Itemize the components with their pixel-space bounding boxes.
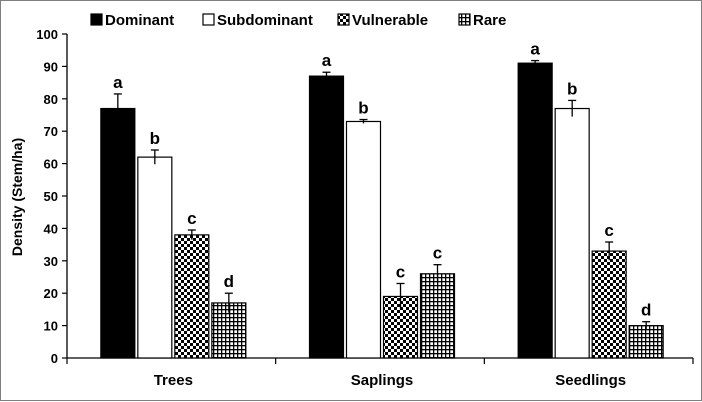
significance-label: b xyxy=(567,79,577,98)
significance-label: b xyxy=(150,129,160,148)
y-tick-label: 70 xyxy=(44,124,58,139)
bar-dominant-seedlings xyxy=(517,62,553,359)
x-category-label: Seedlings xyxy=(555,372,626,389)
bar-subdominant-saplings xyxy=(345,120,382,359)
bar-dominant-trees xyxy=(100,107,136,359)
bar-vulnerable-seedlings xyxy=(591,250,627,359)
legend-label-dominant: Dominant xyxy=(105,12,174,29)
y-tick-label: 60 xyxy=(44,157,58,172)
significance-label: a xyxy=(322,51,332,70)
significance-label: c xyxy=(187,209,196,228)
y-tick-label: 10 xyxy=(44,319,58,334)
significance-label: b xyxy=(358,99,368,118)
y-tick-label: 30 xyxy=(44,254,58,269)
significance-label: a xyxy=(113,73,123,92)
legend-label-vulnerable: Vulnerable xyxy=(352,12,428,29)
legend-swatch-rare xyxy=(458,13,471,26)
significance-label: c xyxy=(604,221,613,240)
significance-label: c xyxy=(396,262,405,281)
significance-label: a xyxy=(530,40,540,59)
legend-swatch-subdominant xyxy=(202,13,215,26)
y-tick-label: 100 xyxy=(36,27,58,42)
y-tick-label: 20 xyxy=(44,286,58,301)
bar-dominant-saplings xyxy=(308,75,345,359)
axes: 0 10 20 30 40 50 60 70 80 90 100 Trees Saplings Seedl… xyxy=(36,27,694,389)
bar-subdominant-trees xyxy=(137,156,173,359)
significance-label: c xyxy=(433,244,442,263)
bars: a b c d a b c c a b c d xyxy=(100,40,664,359)
significance-label: d xyxy=(224,272,234,291)
legend: Dominant Subdominant Vulnerable Rare xyxy=(90,12,506,29)
y-axis-title: Density (Stem/ha) xyxy=(9,138,25,256)
y-tick-label: 80 xyxy=(44,92,58,107)
legend-label-subdominant: Subdominant xyxy=(217,12,313,29)
y-tick-label: 90 xyxy=(44,59,58,74)
bar-rare-seedlings xyxy=(628,325,664,359)
y-tick-label: 0 xyxy=(51,351,58,366)
legend-swatch-vulnerable xyxy=(337,13,350,26)
x-category-label: Saplings xyxy=(351,372,414,389)
bar-vulnerable-trees xyxy=(174,234,210,359)
bar-rare-saplings xyxy=(419,273,456,359)
legend-swatch-dominant xyxy=(90,13,103,26)
bar-subdominant-seedlings xyxy=(554,107,590,359)
y-tick-label: 50 xyxy=(44,189,58,204)
y-tick-label: 40 xyxy=(44,221,58,236)
x-category-label: Trees xyxy=(154,372,193,389)
significance-label: d xyxy=(641,301,651,320)
legend-label-rare: Rare xyxy=(473,12,506,29)
